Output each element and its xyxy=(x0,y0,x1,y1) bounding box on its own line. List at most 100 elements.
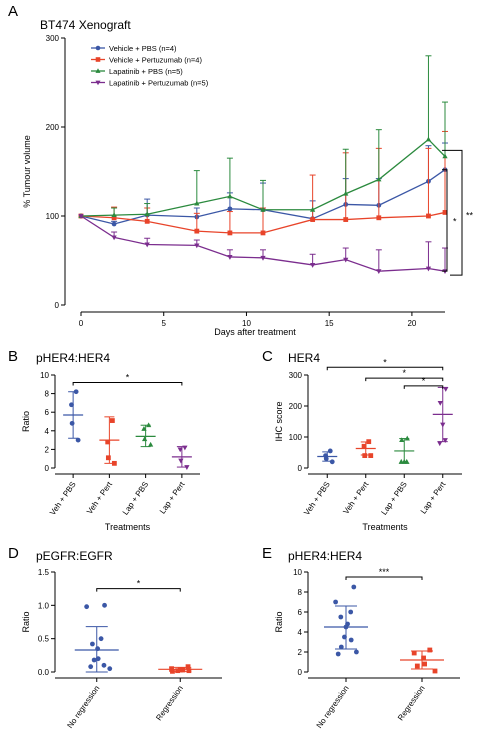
chart-b-point xyxy=(105,455,111,461)
chart-b-title: pHER4:HER4 xyxy=(36,351,110,365)
chart-b-x-tick-label: Lap + Pert xyxy=(158,479,187,515)
chart-a-point xyxy=(426,213,431,219)
chart-b-y-tick-label: 0 xyxy=(45,464,50,473)
chart-a-point xyxy=(376,215,382,221)
chart-e-point xyxy=(343,624,349,630)
chart-c-point xyxy=(323,456,329,462)
chart-a-point xyxy=(343,257,349,263)
chart-a-legend-entry: Vehicle + Pertuzumab (n=4) xyxy=(109,56,202,65)
chart-e-point xyxy=(432,668,438,674)
chart-d-title: pEGFR:EGFR xyxy=(36,549,113,563)
chart-b-y-label: Ratio xyxy=(21,411,31,432)
chart-c-sig-label: * xyxy=(422,376,426,386)
chart-a-point xyxy=(310,217,316,222)
chart-a-x-label: Days after treatment xyxy=(214,327,296,337)
chart-b-x-label: Treatments xyxy=(105,522,151,532)
chart-c-point xyxy=(404,435,410,441)
chart-a-point xyxy=(194,243,200,249)
chart-c-point xyxy=(440,422,446,428)
chart-a-title: BT474 Xenograft xyxy=(40,18,131,32)
chart-d-x-tick-label: Regression xyxy=(154,684,185,722)
chart-e-point xyxy=(333,599,338,605)
chart-e-point xyxy=(342,634,347,640)
chart-e-y-tick-label: 8 xyxy=(298,588,303,597)
chart-d-point xyxy=(186,668,192,674)
panel-letter-b: B xyxy=(8,348,18,365)
chart-a-point xyxy=(442,210,448,215)
chart-b-point xyxy=(141,436,148,442)
panel-letter-c: C xyxy=(262,348,273,365)
chart-e-y-tick-label: 2 xyxy=(298,648,303,657)
chart-c-sig-label: * xyxy=(383,357,387,367)
chart-b-x-tick-label: Veh + Pert xyxy=(85,479,114,516)
chart-c-x-tick-label: Veh + Pert xyxy=(341,479,370,516)
chart-a-point xyxy=(111,235,117,241)
chart-a-point xyxy=(260,230,266,236)
chart-e-y-tick-label: 4 xyxy=(298,628,303,637)
chart-c-sig-label: * xyxy=(402,368,406,378)
chart-b-point xyxy=(147,441,154,447)
chart-a-point xyxy=(111,221,117,227)
chart-c-title: HER4 xyxy=(288,351,320,365)
chart-d-sig-bracket xyxy=(96,588,181,592)
chart-c-x-tick-label: Lap + Pert xyxy=(419,479,448,515)
chart-d-point xyxy=(91,657,97,663)
chart-a-y-tick-label: 100 xyxy=(46,212,60,221)
chart-a-sig-label: * xyxy=(453,216,457,226)
chart-b-sig-label: * xyxy=(126,372,130,382)
chart-a-point xyxy=(376,176,382,182)
chart-a-point xyxy=(227,230,233,236)
chart-a-point xyxy=(111,212,117,218)
chart-c-point xyxy=(398,458,404,464)
chart-b-y-tick-label: 4 xyxy=(45,427,50,436)
chart-c-y-tick-label: 300 xyxy=(289,371,303,380)
chart-e-y-tick-label: 10 xyxy=(293,568,302,577)
chart-e-x-tick-label: Regression xyxy=(396,684,427,722)
chart-a-legend-entry: Lapatinib + Pertuzumab (n=5) xyxy=(109,79,209,88)
chart-d-point xyxy=(84,604,90,610)
chart-e-point xyxy=(338,644,344,650)
chart-b-x-tick-label: Veh + PBS xyxy=(48,480,78,517)
chart-a-point xyxy=(309,206,316,212)
chart-b-y-tick-label: 10 xyxy=(40,371,49,380)
chart-c-point xyxy=(327,448,333,454)
chart-e-point xyxy=(411,650,417,656)
chart-a-y-label: % Tumour volume xyxy=(22,135,32,208)
chart-c-sig-bracket xyxy=(326,366,444,371)
chart-b-point xyxy=(177,447,183,453)
chart-a-point xyxy=(425,266,432,272)
chart-d-point xyxy=(180,667,186,673)
chart-c-point xyxy=(437,441,443,447)
chart-b-point xyxy=(105,439,111,445)
chart-b-point xyxy=(75,437,81,443)
chart-a-bracket-inner xyxy=(442,169,448,272)
chart-a-point xyxy=(260,206,266,212)
chart-a-point xyxy=(78,214,84,219)
chart-c-point xyxy=(437,400,443,406)
chart-b-point xyxy=(73,389,79,395)
chart-d-point xyxy=(88,664,94,670)
chart-c-point xyxy=(442,438,448,443)
chart-d-point xyxy=(90,641,95,647)
chart-d-y-tick-label: 0.0 xyxy=(38,668,50,677)
chart-c-point xyxy=(366,439,372,445)
chart-c-sig-bracket xyxy=(365,377,444,382)
chart-c-x-tick-label: Veh + PBS xyxy=(302,480,332,517)
chart-e-point xyxy=(348,637,354,643)
chart-a-point xyxy=(260,255,266,261)
chart-c-point xyxy=(329,459,335,465)
chart-d-y-label: Ratio xyxy=(21,611,31,632)
chart-d-point xyxy=(185,664,191,670)
chart-a-y-tick-label: 0 xyxy=(55,301,60,310)
chart-a-point xyxy=(343,217,349,222)
chart-d-x-tick-label: No regression xyxy=(65,684,101,730)
chart-d-point xyxy=(95,646,101,652)
chart-d-point xyxy=(170,668,175,674)
chart-a-point xyxy=(227,255,233,260)
chart-a-point xyxy=(376,269,382,275)
chart-c-y-tick-label: 0 xyxy=(298,464,303,473)
chart-a-x-tick-label: 0 xyxy=(79,319,84,328)
chart-e-point xyxy=(427,647,433,653)
chart-d-y-tick-label: 1.0 xyxy=(38,601,50,610)
chart-b-point xyxy=(182,445,188,451)
